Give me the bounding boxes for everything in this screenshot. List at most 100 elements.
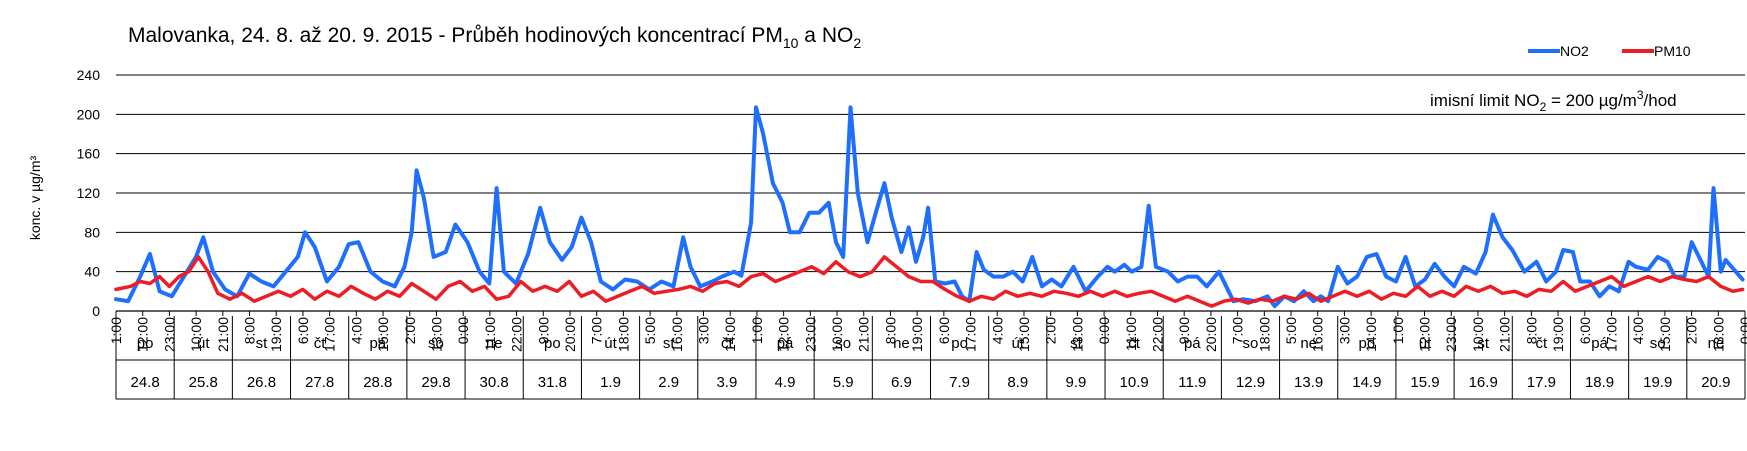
x-tick-label: 17:00 [963,317,979,352]
day-date-label: 2.9 [658,374,679,391]
x-tick-label: 12:00 [776,317,792,352]
day-name-label: čt [1536,335,1549,352]
day-name-label: so [1243,335,1259,352]
chart-title: Malovanka, 24. 8. až 20. 9. 2015 - Průbě… [128,24,861,51]
x-tick-label: 21:00 [215,317,231,352]
x-tick-label: 3:00 [1336,317,1352,344]
limit-annotation-sub: 2 [1540,100,1547,114]
series-line-pm10 [114,255,1745,308]
x-tick-label: 1:00 [1390,317,1406,344]
x-tick-label: 20:00 [1203,317,1219,352]
x-tick-label: 4:00 [1630,317,1646,344]
x-tick-label: 23:00 [161,317,177,352]
day-date-label: 24.8 [130,374,159,391]
x-tick-label: 17:00 [322,317,338,352]
x-tick-label: 6:00 [1577,317,1593,344]
day-name-label: so [1650,335,1666,352]
x-tick-label: 19:00 [268,317,284,352]
day-name-label: st [256,335,269,352]
day-name-label: so [428,335,444,352]
x-tick-label: 6:00 [936,317,952,344]
day-date-label: 13.9 [1294,374,1323,391]
day-name-label: čt [1128,335,1141,352]
day-date-label: 26.8 [247,374,276,391]
x-tick-label: 10:00 [829,317,845,352]
day-date-label: 17.9 [1527,374,1556,391]
day-name-label: so [835,335,851,352]
x-tick-label: 16:00 [1310,317,1326,352]
x-tick-label: 4:00 [989,317,1005,344]
y-tick-label: 0 [92,303,100,319]
limit-annotation-suffix: = 200 µg/m [1546,91,1637,110]
day-date-label: 6.9 [891,374,912,391]
x-tick-label: 17:00 [1603,317,1619,352]
x-tick-label: 21:00 [856,317,872,352]
chart-title-mid: a NO [798,24,853,47]
day-date-label: 11.9 [1178,374,1206,391]
day-date-label: 9.9 [1066,374,1087,391]
day-date-label: 3.9 [716,374,737,391]
day-date-label: 28.8 [363,374,392,391]
x-tick-label: 10:00 [1470,317,1486,352]
x-tick-label: 18:00 [615,317,631,352]
x-tick-label: 20:00 [562,317,578,352]
x-tick-label: 4:00 [348,317,364,344]
limit-annotation-tail: /hod [1644,91,1677,110]
day-date-label: 20.9 [1701,374,1730,391]
x-tick-label: 12:00 [135,317,151,352]
y-tick-label: 240 [77,67,101,83]
x-tick-label: 3:00 [696,317,712,344]
x-tick-label: 9:00 [1176,317,1192,344]
day-name-label: st [1477,335,1490,352]
x-tick-label: 2:00 [1043,317,1059,344]
day-name-label: po [544,335,561,352]
day-name-label: st [663,335,676,352]
chart-title-no2-sub: 2 [853,35,861,51]
x-tick-label: 2:00 [402,317,418,344]
x-tick-label: 21:00 [1497,317,1513,352]
day-date-label: 5.9 [833,374,854,391]
limit-annotation: imisní limit NO2 = 200 µg/m3/hod [1430,88,1677,114]
x-tick-label: 11:00 [1123,317,1139,351]
x-tick-label: 0:00 [1096,317,1112,344]
x-tick-label: 22:00 [1149,317,1165,352]
day-date-label: 25.8 [189,374,218,391]
plot-area [114,105,1745,309]
limit-annotation-prefix: imisní limit NO [1430,91,1540,110]
x-tick-label: 22:00 [509,317,525,352]
x-tick-label: 10:00 [188,317,204,352]
day-name-label: čt [314,335,327,352]
day-date-label: 19.9 [1643,374,1672,391]
x-tick-label: 8:00 [242,317,258,344]
x-tick-label: 15:00 [1657,317,1673,352]
x-tick-label: 5:00 [642,317,658,344]
day-name-label: po [951,335,968,352]
x-tick-label: 5:00 [1283,317,1299,344]
y-axis-label: konc. v µg/m³ [27,156,43,241]
x-tick-label: 0:00 [1737,317,1747,344]
legend-label-pm10: PM10 [1654,43,1691,59]
day-name-label: pá [1591,335,1608,352]
x-tick-label: 13:00 [428,317,444,352]
x-tick-label: 14:00 [722,317,738,352]
x-tick-label: 8:00 [1523,317,1539,344]
x-tick-label: 15:00 [375,317,391,352]
chart-title-pm-sub: 10 [783,35,799,51]
day-date-label: 8.9 [1007,374,1028,391]
x-tick-label: 13:00 [1069,317,1085,352]
gridlines [116,74,1745,312]
day-name-label: pá [1184,335,1201,352]
day-date-label: 12.9 [1236,374,1265,391]
day-name-label: út [604,335,617,352]
x-tick-label: 7:00 [1230,317,1246,344]
x-tick-label: 0:00 [455,317,471,344]
x-tick-label: 16:00 [669,317,685,352]
limit-annotation-sup: 3 [1637,88,1644,102]
day-date-label: 16.9 [1469,374,1498,391]
x-tick-label: 11:00 [482,317,498,351]
day-name-label: út [1419,335,1432,352]
x-tick-label: 19:00 [1550,317,1566,352]
y-axis: 0 40 80 120 160 200 240 [77,67,101,319]
day-date-label: 15.9 [1410,374,1439,391]
legend-label-no2: NO2 [1560,43,1589,59]
